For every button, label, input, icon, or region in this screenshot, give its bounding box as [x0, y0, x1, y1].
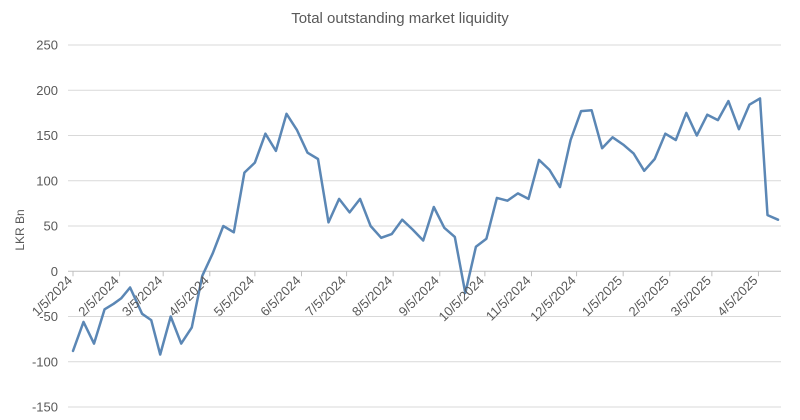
x-tick-label: 11/5/2024 [483, 273, 534, 324]
y-tick-label: 200 [36, 83, 58, 98]
x-tick-label: 2/5/2025 [625, 273, 671, 319]
x-tick-label: 6/5/2024 [257, 273, 303, 319]
x-tick-label: 7/5/2024 [302, 273, 348, 319]
y-tick-label: -50 [39, 309, 58, 324]
series-layer [71, 97, 780, 356]
y-axis-label: LKR Bn [13, 209, 27, 250]
y-tick-label: -150 [32, 400, 58, 415]
y-tick-label: 100 [36, 173, 58, 188]
y-tick-label: 0 [51, 264, 58, 279]
y-tick-label: -100 [32, 354, 58, 369]
x-tick-label: 8/5/2024 [349, 273, 395, 319]
y-tick-label: 50 [44, 219, 58, 234]
y-axis-ticks: -150 -100 -50 0 50 100 150 200 250 [32, 38, 58, 415]
y-tick-label: 250 [36, 38, 58, 53]
y-tick-label: 150 [36, 128, 58, 143]
x-tick-label: 4/5/2024 [166, 273, 212, 319]
x-tick-label: 3/5/2025 [668, 273, 714, 319]
chart-title: Total outstanding market liquidity [291, 10, 509, 27]
x-tick-label: 5/5/2024 [211, 273, 257, 319]
series-line [71, 97, 780, 356]
x-tick-label: 2/5/2024 [75, 273, 121, 319]
gridlines [68, 44, 781, 408]
x-tick-label: 9/5/2024 [396, 273, 442, 319]
x-tick-label: 1/5/2025 [579, 273, 625, 319]
x-tick-label: 4/5/2025 [714, 273, 760, 319]
